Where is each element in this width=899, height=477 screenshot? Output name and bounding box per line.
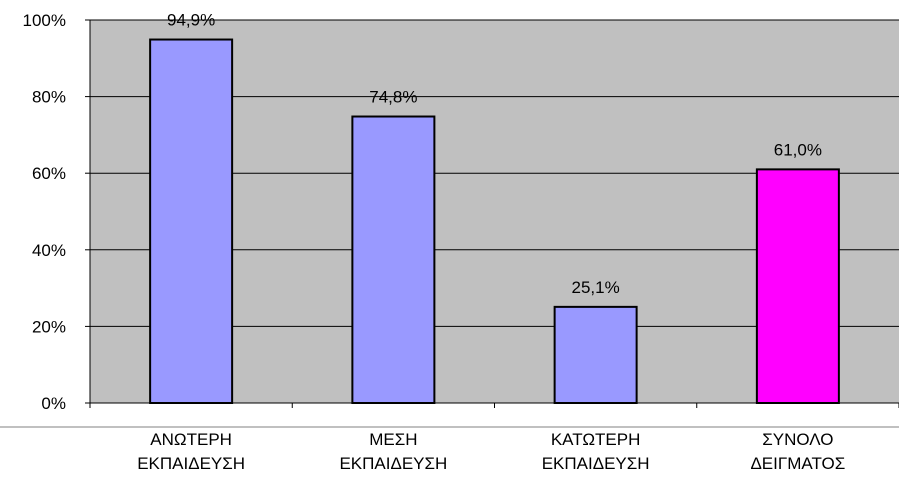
data-label: 74,8% (369, 88, 417, 107)
y-tick-label: 80% (32, 88, 66, 107)
bars (149, 38, 840, 405)
x-category-label: ΚΑΤΩΤΕΡΗ (551, 430, 641, 449)
data-label: 25,1% (572, 278, 620, 297)
y-tick-label: 0% (41, 394, 66, 413)
y-tick-label: 100% (23, 11, 66, 30)
bar (755, 168, 840, 404)
x-axis-categories: ΑΝΩΤΕΡΗ ΕΚΠΑΙΔΕΥΣΗ ΜΕΣΗ ΕΚΠΑΙΔΕΥΣΗ ΚΑΤΩΤΕΡΗ Ε… (137, 430, 845, 473)
x-category-label: ΣΥΝΟΛΟ (762, 430, 833, 449)
x-category-label: ΕΚΠΑΙΔΕΥΣΗ (542, 454, 650, 473)
data-label: 94,9% (167, 11, 215, 30)
x-category-label: ΕΚΠΑΙΔΕΥΣΗ (339, 454, 447, 473)
x-category-label: ΑΝΩΤΕΡΗ (150, 430, 232, 449)
y-tick-label: 40% (32, 241, 66, 260)
bar (553, 305, 638, 405)
data-labels: 94,9% 74,8% 25,1% 61,0% (167, 11, 822, 297)
x-category-label: ΕΚΠΑΙΔΕΥΣΗ (137, 454, 245, 473)
bar (149, 38, 234, 405)
y-axis-ticks: 0% 20% 40% 60% 80% 100% (23, 11, 90, 413)
y-tick-label: 60% (32, 164, 66, 183)
data-label: 61,0% (774, 140, 822, 159)
bar (351, 115, 436, 405)
y-tick-label: 20% (32, 317, 66, 336)
x-category-label: ΔΕΙΓΜΑΤΟΣ (750, 454, 845, 473)
x-category-label: ΜΕΣΗ (369, 430, 417, 449)
